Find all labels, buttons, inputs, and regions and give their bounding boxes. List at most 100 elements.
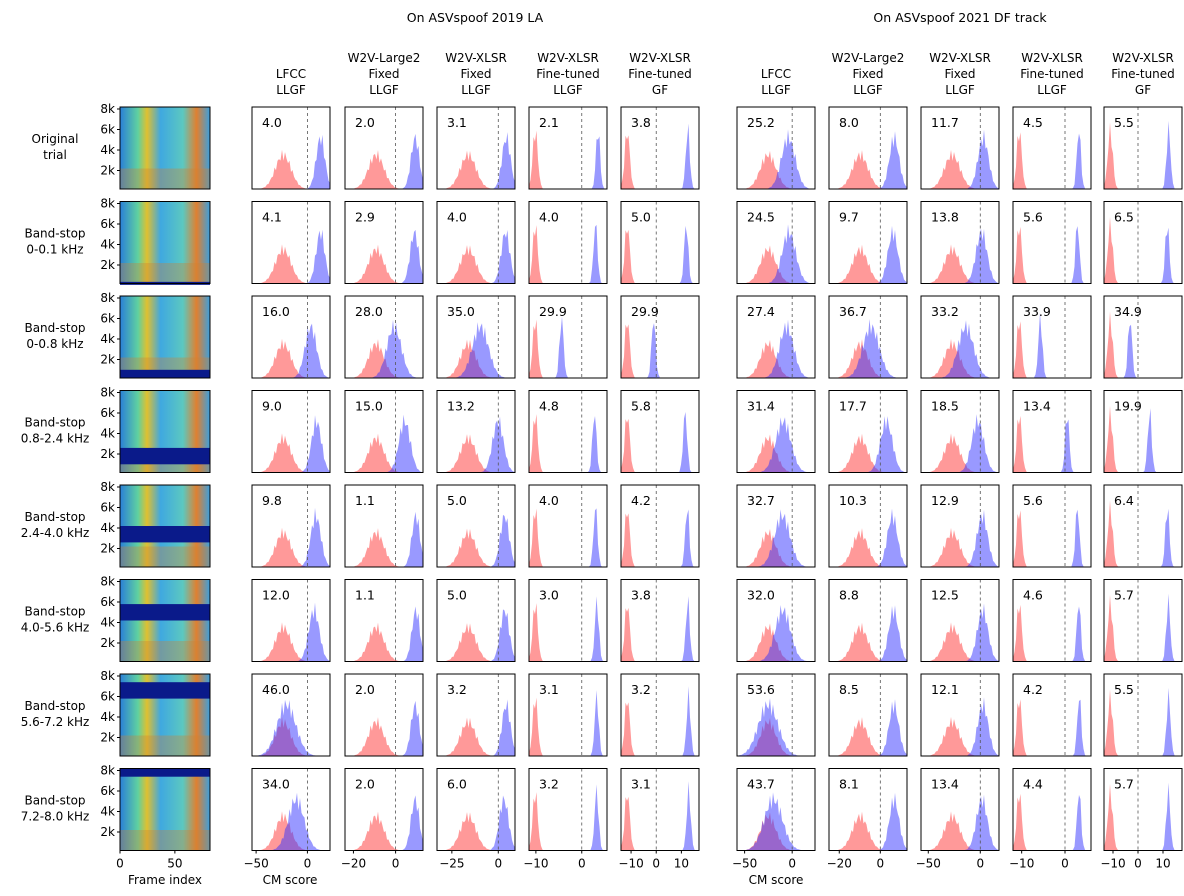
frame <box>1103 201 1183 284</box>
frame <box>119 390 211 473</box>
frame <box>1103 390 1183 473</box>
histogram <box>921 697 999 756</box>
system-title: Fine-tuned <box>1111 67 1175 81</box>
histogram <box>1013 794 1091 851</box>
system-title: Fine-tuned <box>628 67 692 81</box>
frame <box>528 484 608 568</box>
frame <box>736 484 816 568</box>
histogram <box>529 316 607 378</box>
histogram <box>621 324 699 378</box>
x-tick-label: −50 <box>732 857 757 871</box>
spectrogram <box>120 107 210 189</box>
eer-label: 2.0 <box>355 682 375 697</box>
histogram <box>621 513 699 567</box>
histogram <box>737 319 815 378</box>
frame <box>620 768 700 851</box>
eer-label: 6.4 <box>1114 493 1134 508</box>
frame <box>736 201 816 284</box>
histogram <box>529 508 607 567</box>
histogram <box>437 150 515 189</box>
histogram <box>1104 324 1182 378</box>
y-tick-label: 4k <box>100 427 115 441</box>
eer-label: 13.4 <box>1023 399 1051 414</box>
frame <box>1012 295 1092 379</box>
group-title: On ASVspoof 2021 DF track <box>873 10 1047 25</box>
eer-label: 29.9 <box>631 304 659 319</box>
histogram <box>437 434 515 473</box>
x-tick-label: 10 <box>1155 857 1170 871</box>
x-tick-label: 0 <box>494 857 502 871</box>
system-title: Fixed <box>460 67 491 81</box>
system-title: GF <box>1135 83 1151 97</box>
y-tick-label: 2k <box>100 353 115 367</box>
system-title: W2V-XLSR <box>537 51 599 65</box>
histogram <box>252 338 330 378</box>
spectrogram <box>120 768 210 851</box>
eer-label: 18.5 <box>931 399 959 414</box>
histogram <box>737 509 815 567</box>
frame <box>528 106 608 190</box>
eer-label: 4.8 <box>539 399 559 414</box>
histogram <box>437 795 515 851</box>
frame <box>119 579 211 662</box>
x-tick-label: 0 <box>976 857 984 871</box>
y-tick-label: 2k <box>100 542 115 556</box>
histogram <box>921 129 999 189</box>
frame <box>528 390 608 473</box>
histogram <box>921 794 999 851</box>
system-title: LFCC <box>761 67 791 81</box>
eer-label: 2.9 <box>355 210 375 225</box>
x-tick-label: 0 <box>788 857 796 871</box>
system-title: LLGF <box>761 83 791 97</box>
frame <box>119 768 211 851</box>
histogram <box>829 528 907 567</box>
row-label: trial <box>43 148 67 162</box>
x-tick-label: −25 <box>439 857 464 871</box>
eer-label: 4.1 <box>262 210 282 225</box>
frame <box>344 579 424 662</box>
eer-label: 32.0 <box>747 588 775 603</box>
y-tick-label: 8k <box>100 575 115 589</box>
eer-label: 5.0 <box>447 588 467 603</box>
histogram <box>1013 793 1091 851</box>
frame <box>344 201 424 284</box>
y-tick-label: 4k <box>100 805 115 819</box>
eer-label: 28.0 <box>355 304 383 319</box>
histogram <box>529 224 607 284</box>
eer-label: 3.1 <box>539 682 559 697</box>
eer-label: 8.8 <box>839 588 859 603</box>
histogram <box>529 792 607 851</box>
histogram <box>345 795 423 851</box>
histogram <box>1104 500 1182 567</box>
frame <box>436 579 516 662</box>
histogram <box>737 792 815 851</box>
row-label: Band-stop <box>24 699 85 713</box>
y-tick-label: 8k <box>100 102 115 116</box>
eer-label: 2.0 <box>355 777 375 792</box>
eer-label: 13.2 <box>447 399 475 414</box>
system-title: Fine-tuned <box>536 67 600 81</box>
band-stop <box>120 768 210 777</box>
band-stop <box>120 526 210 543</box>
system-title: LLGF <box>369 83 399 97</box>
frame <box>828 579 908 662</box>
y-tick-label: 2k <box>100 825 115 839</box>
histogram <box>737 245 815 284</box>
system-title: LLGF <box>853 83 883 97</box>
histogram <box>437 339 515 378</box>
eer-label: 31.4 <box>747 399 775 414</box>
band-stop <box>120 369 210 378</box>
histogram <box>1104 227 1182 284</box>
frame <box>251 390 331 473</box>
frame <box>251 579 331 662</box>
y-tick-label: 6k <box>100 690 115 704</box>
histogram <box>829 244 907 284</box>
eer-label: 1.1 <box>355 493 375 508</box>
frame <box>436 106 516 190</box>
eer-label: 5.5 <box>1114 682 1134 697</box>
histogram <box>737 417 815 473</box>
frame <box>920 106 1000 190</box>
histogram <box>1013 415 1091 473</box>
histogram <box>1013 699 1091 756</box>
